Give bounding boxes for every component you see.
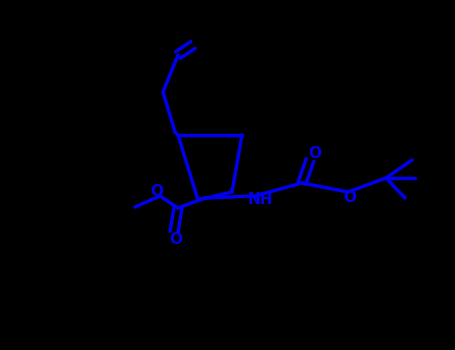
- Text: O: O: [308, 146, 322, 161]
- Text: NH: NH: [247, 191, 273, 206]
- Text: O: O: [170, 232, 182, 247]
- Text: O: O: [151, 183, 163, 198]
- Text: O: O: [344, 189, 357, 204]
